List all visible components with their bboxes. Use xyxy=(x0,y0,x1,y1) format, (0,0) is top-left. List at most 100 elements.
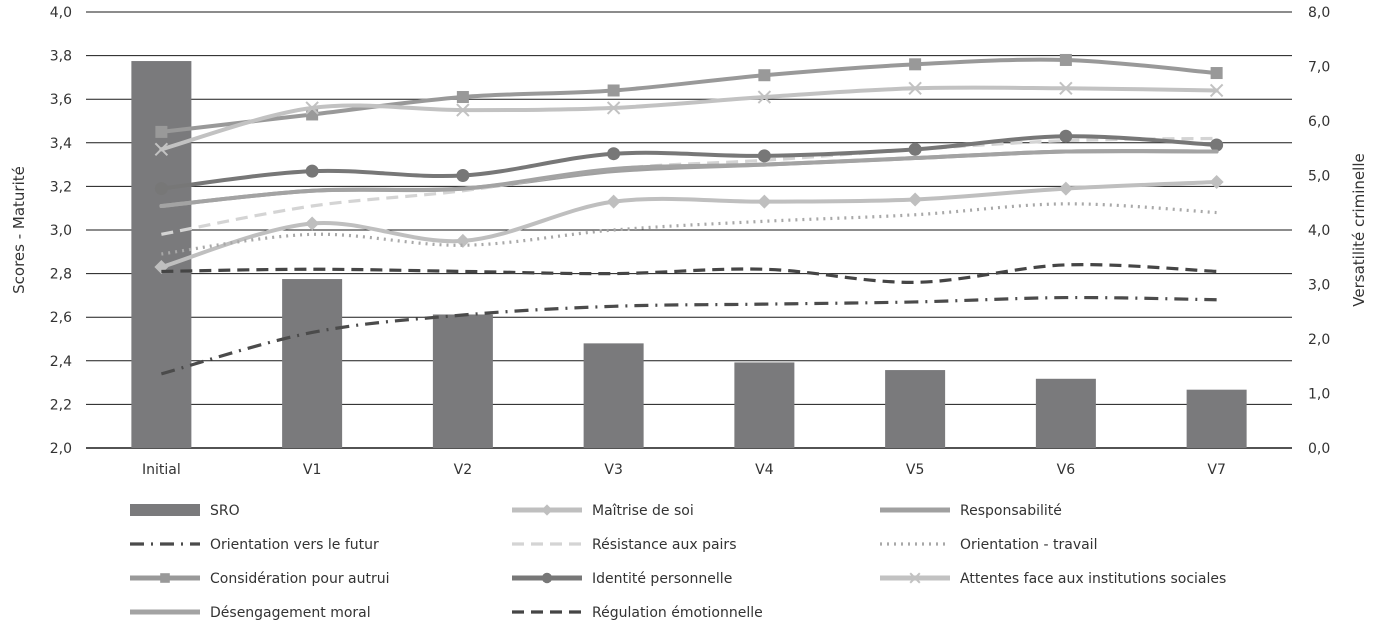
y-tick-left-label: 3,0 xyxy=(50,223,72,239)
bar-series xyxy=(131,61,1247,449)
marker-consideration-pour-autrui xyxy=(909,58,922,71)
legend-item-attentes-face-aux-institutions-sociales: Attentes face aux institutions sociales xyxy=(880,571,1226,587)
line-orientation-travail xyxy=(161,202,1217,256)
legend-item-desengagement-moral: Désengagement moral xyxy=(130,605,371,621)
legend-item-orientation-travail: Orientation - travail xyxy=(880,537,1097,553)
marker-consideration-pour-autrui xyxy=(155,125,168,138)
line-resistance-aux-pairs xyxy=(161,136,1217,236)
marker-consideration-pour-autrui xyxy=(1059,53,1072,66)
legend-label: Désengagement moral xyxy=(210,605,371,621)
marker-maitrise-de-soi xyxy=(1209,175,1224,190)
legend-label: Attentes face aux institutions sociales xyxy=(960,571,1226,587)
marker-attentes-face-aux-institutions-sociales-stroke-b xyxy=(1209,83,1224,98)
marker-attentes-face-aux-institutions-sociales xyxy=(1059,81,1073,96)
line-consideration-pour-autrui xyxy=(159,57,1219,134)
y-tick-right-label: 2,0 xyxy=(1308,332,1330,348)
y-tick-right-label: 8,0 xyxy=(1308,5,1330,21)
y-tick-right-label: 0,0 xyxy=(1308,441,1330,457)
marker-maitrise-de-soi xyxy=(1058,181,1073,196)
legend-item-maitrise-de-soi: Maîtrise de soi xyxy=(512,503,694,519)
marker-maitrise-de-soi xyxy=(305,216,320,231)
y-tick-left-label: 3,6 xyxy=(50,92,72,108)
legend-label: Orientation vers le futur xyxy=(210,537,379,553)
bar-sro xyxy=(282,279,343,448)
legend-item-consideration-pour-autrui: Considération pour autrui xyxy=(130,571,390,587)
marker-consideration-pour-autrui xyxy=(758,69,771,82)
x-tick-label: V5 xyxy=(906,462,924,478)
legend-item-resistance-aux-pairs: Résistance aux pairs xyxy=(512,537,736,553)
y-tick-left-label: 4,0 xyxy=(50,5,72,21)
marker-attentes-face-aux-institutions-sociales xyxy=(154,142,169,157)
bar-sro xyxy=(432,314,493,448)
marker-identite-personnelle xyxy=(154,182,168,196)
marker-maitrise-de-soi xyxy=(606,194,621,209)
legend-label: Orientation - travail xyxy=(960,537,1097,553)
gridlines xyxy=(86,11,1292,449)
y-axis-right-title: Versatilité criminelle xyxy=(1350,153,1368,306)
line-series xyxy=(154,53,1224,376)
x-tick-label: V4 xyxy=(755,462,774,478)
legend-swatch xyxy=(130,504,200,516)
marker-consideration-pour-autrui xyxy=(456,91,469,104)
legend-marker xyxy=(541,572,553,584)
y-tick-right-label: 3,0 xyxy=(1308,278,1330,294)
y-tick-left-label: 3,2 xyxy=(50,179,72,195)
legend-label: Responsabilité xyxy=(960,503,1062,519)
line-attentes-face-aux-institutions-sociales xyxy=(159,85,1219,152)
marker-identite-personnelle xyxy=(1210,138,1224,152)
legend-item-orientation-vers-le-futur: Orientation vers le futur xyxy=(130,537,379,553)
line-desengagement-moral xyxy=(159,149,1219,209)
marker-attentes-face-aux-institutions-sociales xyxy=(908,81,922,96)
marker-attentes-face-aux-institutions-sociales xyxy=(757,90,772,104)
marker-consideration-pour-autrui xyxy=(1210,67,1223,80)
marker-identite-personnelle xyxy=(757,149,771,163)
marker-attentes-face-aux-institutions-sociales-stroke-b xyxy=(1059,81,1073,96)
y-tick-right-label: 1,0 xyxy=(1308,387,1330,403)
x-tick-label: Initial xyxy=(142,462,181,478)
marker-maitrise-de-soi xyxy=(455,233,470,248)
bar-sro xyxy=(131,61,192,449)
axes: 2,0 2,2 2,4 2,6 2,8 3,0 3,2 3,4 3,6 3,8 4,0 0,0 1,0 2… xyxy=(50,5,1331,478)
x-tick-label: V1 xyxy=(303,462,321,478)
bar-sro xyxy=(885,370,946,448)
marker-identite-personnelle xyxy=(908,142,922,156)
x-tick-label: V6 xyxy=(1057,462,1076,478)
bar-sro xyxy=(583,343,644,448)
y-axis-left-title: Scores - Maturité xyxy=(10,166,28,294)
legend-item-responsabilite: Responsabilité xyxy=(880,503,1062,519)
legend-item-identite-personnelle: Identité personnelle xyxy=(512,571,732,587)
bar-sro xyxy=(1035,378,1096,448)
y-tick-left-label: 2,2 xyxy=(50,397,72,413)
y-tick-right-label: 6,0 xyxy=(1308,114,1330,130)
legend: SRO Maîtrise de soi Responsabilité Orientat… xyxy=(130,503,1226,621)
marker-attentes-face-aux-institutions-sociales-stroke-b xyxy=(305,101,319,115)
y-tick-left-label: 3,8 xyxy=(50,49,72,65)
legend-label: Résistance aux pairs xyxy=(592,537,736,553)
legend-marker-stroke-b xyxy=(909,572,921,584)
bar-sro xyxy=(734,362,795,448)
marker-maitrise-de-soi xyxy=(757,194,772,209)
y-tick-right-label: 4,0 xyxy=(1308,223,1330,239)
y-tick-left-label: 3,4 xyxy=(50,136,72,152)
marker-attentes-face-aux-institutions-sociales-stroke-b xyxy=(456,103,470,117)
legend-marker xyxy=(541,504,553,516)
marker-identite-personnelle xyxy=(607,147,621,161)
marker-attentes-face-aux-institutions-sociales-stroke-b xyxy=(606,101,621,115)
y-tick-left-label: 2,6 xyxy=(50,310,72,326)
marker-identite-personnelle xyxy=(305,164,319,178)
y-tick-left-label: 2,8 xyxy=(50,267,72,283)
legend-item-regulation-emotionnelle: Régulation émotionnelle xyxy=(512,605,763,621)
legend-marker xyxy=(909,572,921,584)
y-tick-left-label: 2,4 xyxy=(50,354,72,370)
line-maitrise-de-soi xyxy=(159,180,1219,270)
legend-item-sro: SRO xyxy=(130,503,240,519)
x-tick-label: V2 xyxy=(454,462,472,478)
bar-sro xyxy=(1186,389,1247,448)
marker-identite-personnelle xyxy=(1059,129,1073,143)
legend-label: Régulation émotionnelle xyxy=(592,605,763,621)
legend-marker xyxy=(160,573,170,583)
marker-attentes-face-aux-institutions-sociales xyxy=(1209,83,1224,98)
marker-attentes-face-aux-institutions-sociales xyxy=(305,101,319,115)
marker-maitrise-de-soi xyxy=(908,192,923,207)
